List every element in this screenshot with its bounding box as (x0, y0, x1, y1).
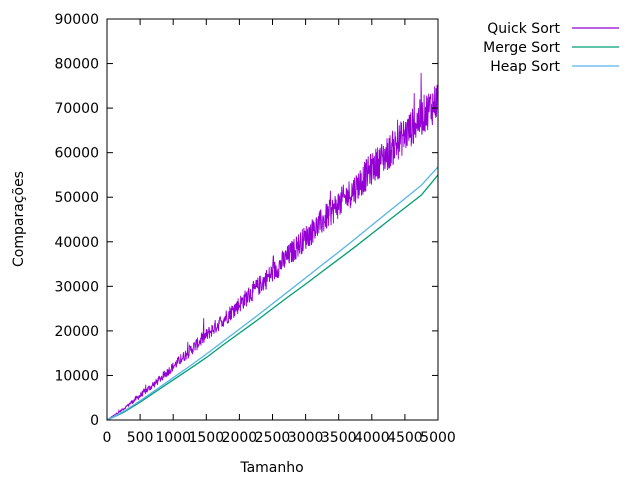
y-tick-label: 90000 (54, 12, 99, 28)
y-tick-label: 80000 (54, 57, 99, 73)
y-axis: 0 10000 20000 30000 40000 50000 60000 70000 8000… (54, 12, 438, 429)
y-tick-label: 60000 (54, 146, 99, 162)
legend-label: Heap Sort (490, 59, 560, 75)
x-tick-label: 2000 (222, 430, 258, 446)
x-tick-label: 4500 (387, 430, 423, 446)
y-tick-label: 50000 (54, 190, 99, 206)
y-axis-label: Comparações (11, 171, 27, 267)
series-line-merge-sort (106, 174, 439, 421)
legend: Quick Sort Merge Sort Heap Sort (483, 21, 619, 75)
plot-frame (106, 18, 439, 421)
x-tick-label: 3500 (321, 430, 357, 446)
x-tick-label: 1000 (155, 430, 191, 446)
x-axis-label: Tamanho (239, 460, 303, 476)
x-tick-label: 3000 (288, 430, 324, 446)
y-tick-label: 40000 (54, 235, 99, 251)
x-tick-label: 4000 (354, 430, 390, 446)
y-tick-label: 20000 (54, 324, 99, 340)
series-line-heap-sort (106, 166, 439, 421)
x-tick-label: 2500 (255, 430, 291, 446)
x-tick-label: 5000 (420, 430, 456, 446)
legend-label: Quick Sort (487, 21, 560, 37)
y-tick-label: 30000 (54, 279, 99, 295)
x-tick-label: 0 (103, 430, 112, 446)
y-tick-label: 10000 (54, 368, 99, 384)
x-tick-label: 500 (127, 430, 154, 446)
y-tick-label: 70000 (54, 101, 99, 117)
legend-label: Merge Sort (483, 40, 560, 56)
y-tick-label: 0 (90, 413, 99, 429)
series-line-quick-sort (106, 72, 439, 421)
x-tick-label: 1500 (188, 430, 224, 446)
